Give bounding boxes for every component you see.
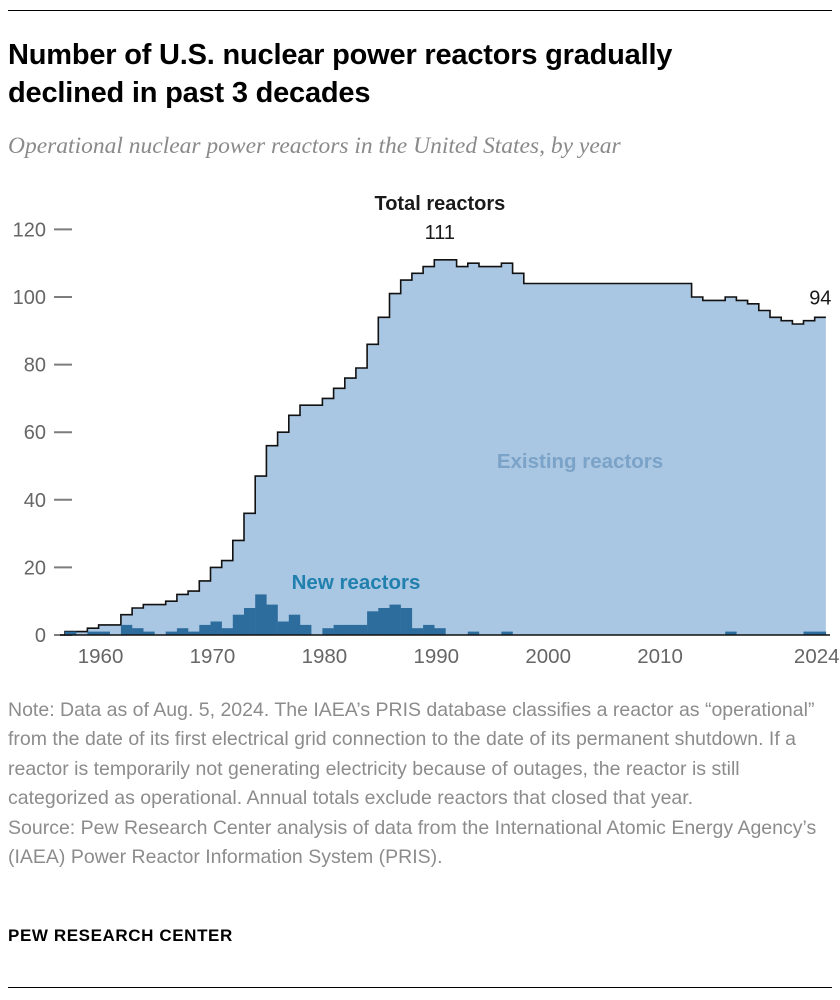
x-tick-label: 2024: [794, 645, 840, 668]
new-reactors-bar: [87, 631, 99, 635]
new-reactors-bar: [322, 628, 334, 635]
peak-value-label: 111: [425, 222, 455, 244]
new-reactors-bar: [434, 628, 446, 635]
x-axis-labels: 1960 1970 1980 1990 2000 2010 2024: [78, 645, 840, 668]
new-reactors-bar: [367, 611, 379, 635]
total-reactors-line: [64, 259, 826, 635]
top-divider: [8, 10, 832, 11]
y-tick-label: 60: [24, 422, 46, 444]
page-title-line2: declined in past 3 decades: [8, 77, 371, 110]
y-tick-label: 120: [13, 219, 46, 241]
x-tick-label: 1980: [302, 645, 348, 668]
page-title-line1: Number of U.S. nuclear power reactors gr…: [8, 39, 673, 71]
reactors-chart: 0 20 40 60 80 100 120 1960 1970 1980 1990 2000 2010 2…: [13, 193, 840, 668]
new-reactors-bar: [98, 631, 110, 635]
x-tick-label: 1990: [413, 645, 459, 668]
y-tick-label: 80: [24, 355, 46, 377]
new-reactors-bar: [165, 631, 178, 635]
new-reactors-bar: [389, 604, 401, 635]
new-reactors-bar: [188, 631, 200, 635]
total-reactors-label: Total reactors: [374, 193, 505, 215]
y-tick-label: 0: [35, 625, 46, 647]
new-reactors-bar: [725, 631, 737, 635]
new-reactors-bar: [65, 631, 77, 635]
x-tick-label: 2000: [525, 645, 571, 668]
new-reactors-bar: [221, 628, 234, 635]
new-reactors-bars: [65, 594, 827, 635]
bottom-divider: [8, 987, 832, 988]
x-tick-label: 2010: [637, 645, 683, 668]
new-reactors-label: New reactors: [292, 571, 421, 594]
new-reactors-bar: [355, 624, 368, 635]
new-reactors-bar: [232, 614, 245, 635]
new-reactors-bar: [423, 624, 435, 635]
new-reactors-bar: [143, 631, 155, 635]
new-reactors-bar: [501, 631, 513, 635]
new-reactors-bar: [411, 628, 424, 635]
y-axis: 0 20 40 60 80 100 120: [13, 219, 72, 647]
new-reactors-bar: [176, 628, 189, 635]
new-reactors-bar: [210, 621, 222, 635]
new-reactors-bar: [378, 608, 390, 635]
x-tick-label: 1970: [190, 645, 236, 668]
end-value-label: 94: [809, 287, 831, 309]
new-reactors-bar: [277, 621, 289, 635]
new-reactors-bar: [288, 614, 301, 635]
new-reactors-bar: [132, 628, 144, 635]
y-tick-label: 20: [24, 557, 46, 579]
y-tick-label: 40: [24, 490, 46, 512]
new-reactors-bar: [120, 624, 133, 635]
new-reactors-bar: [400, 608, 413, 635]
new-reactors-bar: [344, 624, 357, 635]
new-reactors-bar: [814, 631, 827, 635]
new-reactors-bar: [199, 624, 211, 635]
new-reactors-bar: [244, 608, 256, 635]
new-reactors-bar: [333, 624, 345, 635]
new-reactors-bar: [803, 631, 815, 635]
note-text: Note: Data as of Aug. 5, 2024. The IAEA’…: [8, 699, 815, 810]
existing-reactors-area: [65, 259, 826, 635]
new-reactors-bar: [467, 631, 480, 635]
page-title: Number of U.S. nuclear power reactors gr…: [8, 36, 798, 113]
new-reactors-bar: [300, 624, 312, 635]
y-tick-label: 100: [13, 287, 46, 309]
new-reactors-bar: [266, 604, 278, 635]
brand: PEW RESEARCH CENTER: [8, 926, 233, 945]
source-text: Source: Pew Research Center analysis of …: [8, 816, 817, 869]
x-tick-label: 1960: [78, 645, 124, 668]
new-reactors-bar: [255, 594, 267, 635]
existing-reactors-label: Existing reactors: [497, 450, 663, 473]
footer-notes: Note: Data as of Aug. 5, 2024. The IAEA’…: [8, 696, 820, 873]
chart-subtitle: Operational nuclear power reactors in th…: [8, 133, 621, 159]
